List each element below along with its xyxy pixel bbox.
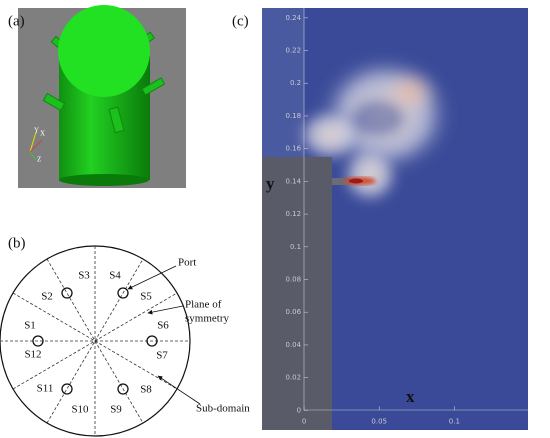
port	[141, 77, 166, 96]
y-tick-label: 0	[297, 406, 301, 414]
port	[146, 335, 158, 347]
sector-lines	[0, 246, 190, 436]
sector-label: S12	[24, 349, 41, 361]
y-tick-label: 0.1	[290, 243, 301, 251]
sector-label: S11	[37, 383, 54, 395]
axis-label: Y	[34, 127, 39, 135]
y-tick-label: 0.08	[285, 276, 301, 284]
port	[42, 92, 66, 112]
plume	[295, 53, 455, 205]
x-axis-label: x	[406, 387, 415, 406]
annotation: symmetry	[185, 313, 229, 325]
panel-a: Y X Z (a)	[8, 5, 186, 188]
annotation-arrows	[127, 265, 201, 405]
axis-z	[29, 151, 37, 161]
plume-hole	[352, 100, 404, 136]
y-tick-label: 0.06	[285, 308, 301, 316]
y-tick-label: 0.02	[285, 374, 301, 382]
cylinder-top	[58, 5, 150, 97]
panel-label: (a)	[8, 13, 25, 29]
solid-block	[262, 157, 332, 430]
y-axis-label: y	[266, 174, 275, 193]
y-tick-label: 0.2	[290, 79, 301, 87]
sector-label: S5	[140, 291, 152, 303]
sector-label: S2	[41, 291, 53, 303]
port-pipe	[332, 178, 350, 185]
sector-label: S4	[109, 270, 121, 282]
x-tick-label: 0.05	[371, 417, 387, 425]
axes-triad: Y X Z	[29, 127, 45, 164]
sector-labels: S1 S2 S3 S4 S5 S6 S7 S8 S9 S10 S11 S12	[24, 270, 169, 416]
axis-x	[29, 139, 43, 153]
y-tick-label: 0.16	[285, 145, 301, 153]
axis-label: X	[40, 130, 45, 138]
annotation: Plane of	[185, 299, 222, 311]
port	[108, 106, 125, 134]
sector-label: S1	[24, 320, 36, 332]
x-tick-label: 0	[302, 417, 306, 425]
y-tick-label: 0.04	[285, 341, 301, 349]
arrow	[157, 375, 201, 405]
panel-c: (c) y x 0 0.02 0.04 0.06 0.08 0.1 0.12 0.14 0.16…	[232, 8, 528, 430]
sector-label: S6	[157, 320, 169, 332]
y-tick-label: 0.24	[285, 14, 301, 22]
sector-label: S8	[140, 384, 152, 396]
sector-label: S9	[110, 404, 122, 416]
axis-y	[29, 131, 37, 153]
port	[32, 335, 44, 347]
sector-label: S7	[156, 350, 168, 362]
x-tick-label: 0.1	[449, 417, 460, 425]
y-tick-label: 0.12	[285, 210, 301, 218]
port	[117, 383, 129, 395]
plume-cloud	[295, 107, 365, 163]
port	[61, 287, 73, 299]
arrow	[147, 305, 184, 315]
jet-core	[349, 178, 363, 184]
panel-label: (c)	[232, 13, 249, 29]
panel-label: (b)	[8, 235, 26, 251]
arrow	[127, 265, 177, 290]
y-tick-label: 0.14	[285, 177, 301, 185]
panel-b: (b) S1 S2 S3 S4 S5 S6 S7 S8 S9	[0, 235, 250, 437]
sector-label: S3	[78, 270, 90, 282]
cylinder-base	[59, 174, 149, 186]
port	[117, 287, 129, 299]
sector-label: S10	[71, 404, 89, 416]
plume-cloud	[340, 145, 400, 205]
ports	[32, 287, 158, 395]
sector-line	[46, 258, 144, 424]
y-tick-label: 0.22	[285, 47, 301, 55]
y-tick-label: 0.18	[285, 112, 301, 120]
annotation: Sub-domain	[196, 403, 250, 415]
axis-label: Z	[37, 156, 41, 164]
port	[61, 383, 73, 395]
annotation: Port	[178, 257, 196, 269]
plume-core	[382, 70, 438, 114]
